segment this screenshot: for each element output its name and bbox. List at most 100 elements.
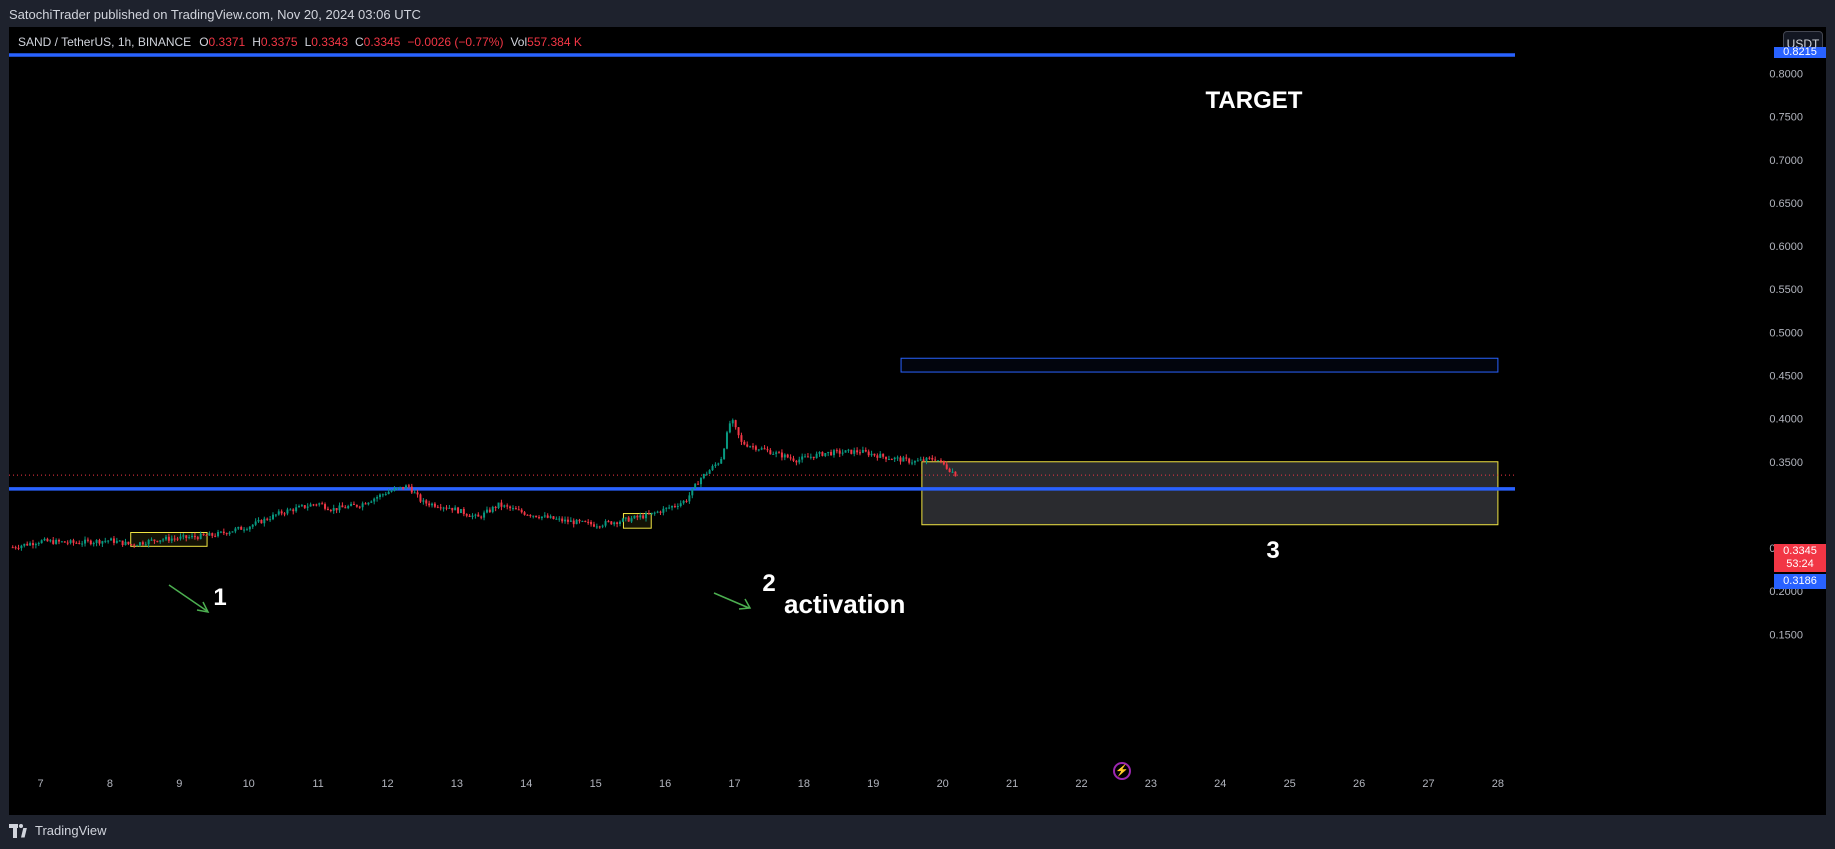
candle-body bbox=[378, 494, 381, 498]
candle-body bbox=[494, 506, 497, 508]
candle-body bbox=[254, 521, 257, 525]
candle-body bbox=[407, 485, 410, 487]
chart-panel[interactable]: 0.8000 0.7500 0.7000 0.6500 0.6000 0.5500 0.50… bbox=[9, 27, 1826, 815]
candle-body bbox=[746, 444, 749, 447]
candle-body bbox=[98, 540, 101, 544]
candle-body bbox=[416, 492, 419, 495]
zone-box-3[interactable] bbox=[921, 461, 1499, 526]
publisher-text: SatochiTrader published on TradingView.c… bbox=[9, 7, 421, 22]
candle-body bbox=[633, 515, 636, 519]
candle-body bbox=[191, 535, 194, 538]
candle-body bbox=[870, 453, 873, 456]
candle-body bbox=[610, 521, 613, 525]
candle-body bbox=[763, 448, 766, 450]
candle-body bbox=[766, 449, 769, 451]
candle-body bbox=[908, 458, 911, 463]
candle-body bbox=[590, 522, 593, 525]
candle-body bbox=[402, 486, 405, 489]
zone-2-label: 2 bbox=[762, 570, 775, 597]
candle-body bbox=[14, 547, 17, 549]
candle-body bbox=[500, 502, 503, 507]
candle-body bbox=[523, 512, 526, 515]
footer-bar: TradingView bbox=[0, 815, 1835, 849]
candle-body bbox=[688, 495, 691, 502]
time-axis-tick: 28 bbox=[1492, 778, 1504, 790]
candle-body bbox=[381, 494, 384, 496]
candle-body bbox=[882, 453, 885, 457]
candle-body bbox=[329, 510, 332, 512]
candle-body bbox=[118, 540, 121, 542]
candle-body bbox=[752, 446, 755, 448]
candle-body bbox=[431, 503, 434, 506]
price-chart[interactable]: 0.8000 0.7500 0.7000 0.6500 0.6000 0.5500 0.50… bbox=[9, 27, 1826, 815]
time-axis-tick: 24 bbox=[1214, 778, 1226, 790]
candle-body bbox=[341, 505, 344, 508]
candle-body bbox=[572, 520, 575, 525]
candle-body bbox=[858, 452, 861, 454]
candle-body bbox=[439, 507, 442, 509]
candle-body bbox=[234, 528, 237, 532]
candle-body bbox=[46, 538, 49, 542]
candle-body bbox=[358, 506, 361, 508]
candle-body bbox=[561, 518, 564, 522]
candle-body bbox=[587, 521, 590, 523]
candle-body bbox=[274, 514, 277, 516]
candle-body bbox=[136, 545, 139, 547]
symbol-title[interactable]: SAND / TetherUS, 1h, BINANCE bbox=[18, 35, 192, 49]
lightning-icon[interactable]: ⚡ bbox=[1113, 762, 1131, 780]
candle-body bbox=[92, 542, 95, 545]
candle-body bbox=[364, 503, 367, 505]
candle-body bbox=[754, 446, 757, 450]
high-label: H bbox=[252, 35, 261, 49]
candle-body bbox=[902, 457, 905, 462]
candle-body bbox=[182, 535, 185, 537]
price-axis-tick: 0.4500 bbox=[1769, 370, 1803, 382]
time-axis-tick: 18 bbox=[798, 778, 810, 790]
high-value: 0.3375 bbox=[260, 35, 298, 49]
candle-body bbox=[497, 502, 500, 508]
candle-body bbox=[17, 547, 20, 549]
candle-body bbox=[549, 516, 552, 518]
candle-body bbox=[405, 485, 408, 489]
candle-body bbox=[592, 524, 595, 527]
candle-body bbox=[260, 520, 263, 524]
candle-body bbox=[552, 516, 555, 520]
candle-body bbox=[509, 506, 512, 509]
candle-body bbox=[442, 507, 445, 509]
candle-body bbox=[468, 515, 471, 517]
time-axis-tick: 25 bbox=[1284, 778, 1296, 790]
candle-body bbox=[445, 507, 448, 509]
candle-body bbox=[451, 507, 454, 511]
level-price-tag: 0.3186 bbox=[1774, 574, 1826, 589]
candle-body bbox=[812, 456, 815, 459]
candle-body bbox=[734, 420, 737, 428]
candle-body bbox=[280, 511, 283, 514]
change-value: −0.0026 (−0.77%) bbox=[407, 35, 504, 49]
candle-body bbox=[211, 533, 214, 536]
close-label: C bbox=[355, 35, 364, 49]
volume-label: Vol bbox=[510, 35, 528, 49]
time-axis-tick: 12 bbox=[381, 778, 393, 790]
candle-body bbox=[879, 453, 882, 458]
candle-body bbox=[164, 536, 167, 540]
candle-body bbox=[928, 457, 931, 459]
candle-body bbox=[347, 506, 350, 509]
candle-body bbox=[671, 505, 674, 508]
candle-body bbox=[399, 486, 402, 488]
tradingview-brand[interactable]: TradingView bbox=[9, 823, 107, 838]
candle-body bbox=[306, 506, 309, 508]
candle-body bbox=[511, 508, 514, 510]
candle-body bbox=[465, 514, 468, 516]
candle-body bbox=[621, 518, 624, 522]
candle-body bbox=[905, 457, 908, 459]
candle-body bbox=[23, 543, 26, 546]
candle-body bbox=[604, 521, 607, 526]
publisher-bar: SatochiTrader published on TradingView.c… bbox=[0, 0, 1835, 27]
candle-body bbox=[702, 474, 705, 479]
candle-body bbox=[477, 514, 480, 517]
candle-body bbox=[326, 508, 329, 511]
candle-body bbox=[448, 507, 451, 509]
candle-body bbox=[419, 494, 422, 502]
candle-body bbox=[248, 526, 251, 530]
target-zone-box[interactable] bbox=[900, 357, 1499, 373]
